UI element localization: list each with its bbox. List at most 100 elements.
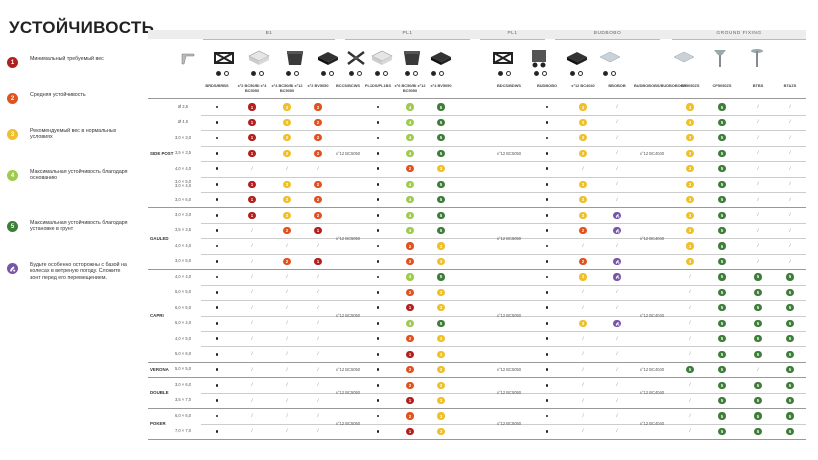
rating-2-icon: 2 <box>314 196 322 204</box>
color-option-light[interactable] <box>611 71 616 76</box>
color-option-dark[interactable] <box>405 71 410 76</box>
rating-4-icon: 4 <box>7 170 18 181</box>
color-toggle[interactable] <box>286 71 299 76</box>
not-applicable: / <box>317 289 319 295</box>
row-divider <box>201 331 806 333</box>
color-toggle[interactable] <box>534 71 547 76</box>
row-divider <box>201 176 806 178</box>
color-option-dark[interactable] <box>375 71 380 76</box>
not-applicable: / <box>251 304 253 310</box>
not-applicable: / <box>616 366 618 372</box>
color-option-light[interactable] <box>413 71 418 76</box>
not-applicable: / <box>616 351 618 357</box>
color-toggle[interactable] <box>251 71 264 76</box>
color-option-light[interactable] <box>329 71 334 76</box>
color-option-light[interactable] <box>294 71 299 76</box>
available-dot <box>215 383 219 387</box>
rating-1-icon: 1 <box>248 118 256 127</box>
not-applicable: / <box>616 289 618 295</box>
rating-3-icon: 3 <box>437 396 445 405</box>
legend-item: 3 Рекомендуемый вес в нормальных условиях <box>7 128 130 141</box>
not-applicable: / <box>582 428 584 434</box>
color-option-dark[interactable] <box>534 71 539 76</box>
color-option-light[interactable] <box>439 71 444 76</box>
size-label: 7,0 × 7,0 <box>174 428 192 434</box>
size-label: 3,0 × 5,0 3,0 × 4,0 <box>174 178 192 189</box>
color-toggle[interactable] <box>431 71 444 76</box>
rating-2-icon: 2 <box>314 134 322 142</box>
legend-text: Максимальная устойчивость благодаря уста… <box>30 220 128 233</box>
available-dot <box>215 337 219 341</box>
black-planter-base-icon <box>397 42 427 74</box>
color-option-light[interactable] <box>224 71 229 76</box>
not-applicable: / <box>286 335 288 341</box>
legend-text: Будьте особенно осторожны с базой на кол… <box>30 262 127 281</box>
color-option-dark[interactable] <box>349 71 354 76</box>
row-divider <box>201 284 806 286</box>
color-option-dark[interactable] <box>498 71 503 76</box>
rating-5-icon: 5 <box>786 350 794 358</box>
available-dot <box>215 430 219 433</box>
color-toggle[interactable] <box>216 71 229 76</box>
color-option-dark[interactable] <box>431 71 436 76</box>
color-toggle[interactable] <box>375 71 388 76</box>
color-option-light[interactable] <box>357 71 362 76</box>
not-applicable: / <box>689 413 691 418</box>
rating-5-icon: 5 <box>686 366 694 374</box>
available-dot <box>545 167 549 171</box>
available-dot <box>545 244 549 248</box>
not-applicable: / <box>286 366 288 372</box>
not-applicable: / <box>251 165 253 171</box>
color-toggle[interactable] <box>405 71 418 76</box>
color-option-dark[interactable] <box>570 71 575 76</box>
rating-5-icon: 5 <box>437 319 445 327</box>
group-label: PL1 <box>507 31 518 36</box>
color-option-dark[interactable] <box>286 71 291 76</box>
group-underline <box>203 39 335 40</box>
reference-label: x°12 BC5050 <box>496 421 522 427</box>
color-option-dark[interactable] <box>603 71 608 76</box>
color-option-light[interactable] <box>259 71 264 76</box>
not-applicable: / <box>317 366 319 372</box>
available-dot <box>376 306 380 310</box>
rating-4-icon: 4 <box>406 149 414 157</box>
rating-5-icon: 5 <box>786 335 794 343</box>
rating-3-icon: 3 <box>686 211 694 219</box>
color-option-light[interactable] <box>383 71 388 76</box>
group-underline <box>345 39 470 40</box>
color-option-light[interactable] <box>542 71 547 76</box>
rating-5-icon: 5 <box>718 165 726 173</box>
not-applicable: / <box>582 243 584 249</box>
color-toggle[interactable] <box>349 71 362 76</box>
not-applicable: / <box>582 304 584 310</box>
color-option-light[interactable] <box>506 71 511 76</box>
available-dot <box>545 399 549 402</box>
legend-item: 1 Минимальный требуемый вес <box>7 56 130 68</box>
color-toggle[interactable] <box>603 71 616 76</box>
rating-5-icon: 5 <box>718 319 726 327</box>
not-applicable: / <box>757 104 759 109</box>
rating-5-icon: 5 <box>718 304 726 312</box>
rating-5-icon: 5 <box>786 412 794 420</box>
not-applicable: / <box>757 196 759 202</box>
group-label: PL1 <box>402 31 413 36</box>
rating-5-icon: 5 <box>754 273 762 281</box>
color-option-dark[interactable] <box>321 71 326 76</box>
size-label: 3,5 × 3,5 <box>174 227 192 233</box>
color-toggle[interactable] <box>498 71 511 76</box>
color-toggle[interactable] <box>321 71 334 76</box>
color-option-dark[interactable] <box>251 71 256 76</box>
not-applicable: / <box>286 351 288 357</box>
not-applicable: / <box>582 289 584 295</box>
reference-label: x°12 BC4040 <box>639 150 665 156</box>
granite-slab-base-icon <box>426 42 456 74</box>
color-toggle[interactable] <box>570 71 583 76</box>
rating-3-icon: 3 <box>437 366 445 374</box>
color-option-light[interactable] <box>578 71 583 76</box>
rating-5-icon: 5 <box>754 304 762 312</box>
color-option-dark[interactable] <box>216 71 221 76</box>
size-label: 3,0 × 5,0 <box>174 258 192 264</box>
size-label: 6,0 × 6,0 <box>174 304 192 310</box>
rating-1-icon: 1 <box>248 134 256 142</box>
model-divider <box>148 269 806 271</box>
